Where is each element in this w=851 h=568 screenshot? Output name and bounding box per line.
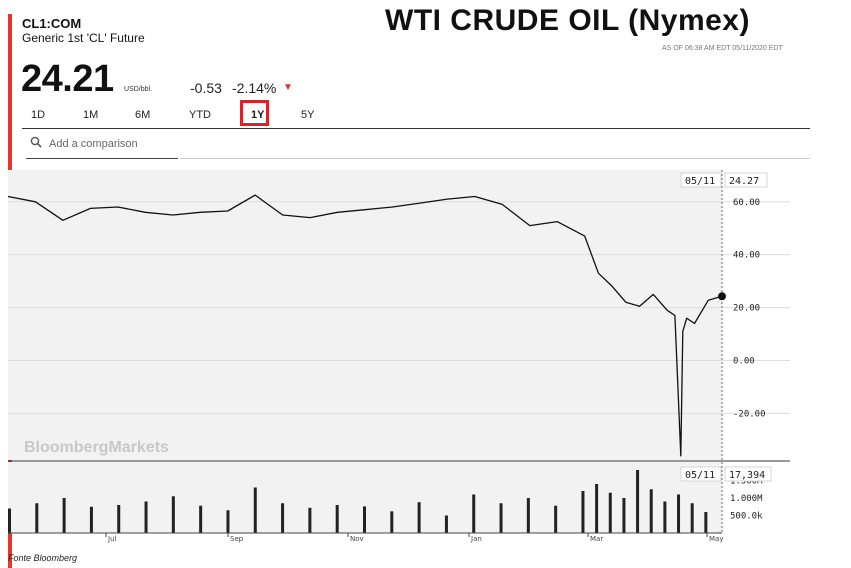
price-cursor-date-box xyxy=(680,172,722,188)
volume-bar xyxy=(581,491,585,533)
volume-bar xyxy=(171,496,175,533)
price-change: -0.53 xyxy=(190,80,222,96)
search-icon xyxy=(30,136,42,148)
volume-bar xyxy=(704,512,708,533)
x-tick-label: Jul xyxy=(107,535,117,543)
as-of-timestamp: AS OF 06:38 AM EDT 05/11/2020 EDT xyxy=(662,45,783,52)
price-cursor-date: 05/11 xyxy=(685,176,715,187)
tab-1m[interactable]: 1M xyxy=(83,109,99,121)
x-tick-label: May xyxy=(709,535,723,543)
comparison-search[interactable]: Add a comparison xyxy=(26,134,178,159)
price-chart: 60.00 40.00 20.00 0.00 -20.00 05/11 24.27 1.500… xyxy=(7,170,790,543)
volume-cursor-date: 05/11 xyxy=(685,470,715,481)
price-last-value: 24.27 xyxy=(729,176,759,187)
volume-bar xyxy=(472,494,476,533)
volume-bar xyxy=(417,502,421,533)
volume-bar xyxy=(35,503,39,533)
volume-tick-label: 500.0k xyxy=(730,512,763,522)
x-tick-label: Nov xyxy=(350,535,364,543)
volume-tick-label: 1.500M xyxy=(730,477,763,487)
tab-1y[interactable]: 1Y xyxy=(251,109,265,121)
tab-ytd[interactable]: YTD xyxy=(189,109,211,121)
volume-bar xyxy=(554,505,558,533)
future-name: Generic 1st 'CL' Future xyxy=(22,31,145,45)
price-tick-label: 40.00 xyxy=(733,251,760,261)
bloomberg-watermark: BloombergMarkets xyxy=(24,439,169,456)
x-tick-label: Mar xyxy=(590,535,603,543)
volume-bar xyxy=(89,506,93,533)
volume-bar xyxy=(62,498,66,533)
volume-bar xyxy=(649,489,653,533)
volume-bar xyxy=(8,508,11,533)
last-price: 24.21 xyxy=(21,58,114,100)
price-change-percent: -2.14% xyxy=(232,80,277,96)
volume-last-value: 17,394 xyxy=(729,470,765,481)
volume-bar xyxy=(690,503,694,533)
volume-bar xyxy=(117,505,121,533)
volume-bar xyxy=(308,507,312,533)
volume-bar xyxy=(595,484,599,533)
price-tick-label: 20.00 xyxy=(733,304,760,314)
price-tick-label: -20.00 xyxy=(733,409,766,419)
volume-bar xyxy=(499,503,503,533)
tab-5y[interactable]: 5Y xyxy=(301,109,315,121)
tab-6m[interactable]: 6M xyxy=(135,109,151,121)
last-value-marker xyxy=(718,292,726,301)
active-range-highlight xyxy=(240,100,269,126)
price-tick-label: 60.00 xyxy=(733,198,760,208)
price-plot-area xyxy=(8,170,722,460)
range-tabs: 1D 1M 6M YTD 1Y 5Y xyxy=(22,106,810,129)
price-series-line xyxy=(7,194,723,457)
volume-bar xyxy=(444,515,448,533)
volume-tick-label: 1.000M xyxy=(730,494,763,504)
volume-bar xyxy=(363,506,366,533)
volume-bar xyxy=(226,510,230,533)
volume-bar xyxy=(526,498,530,533)
volume-bar xyxy=(636,470,640,533)
volume-bar xyxy=(390,511,394,533)
volume-bar xyxy=(622,498,626,533)
price-tick-label: 0.00 xyxy=(733,357,755,367)
volume-bar xyxy=(663,501,667,533)
x-tick-label: Sep xyxy=(230,535,244,543)
volume-bar xyxy=(677,494,681,533)
tab-1d[interactable]: 1D xyxy=(31,109,46,121)
volume-last-value-box xyxy=(724,466,772,482)
volume-bar xyxy=(335,505,339,533)
price-unit: USD/bbl. xyxy=(124,86,153,93)
page-title: WTI CRUDE OIL (Nymex) xyxy=(385,4,750,37)
volume-cursor-date-box xyxy=(680,466,722,482)
comparison-input[interactable]: Add a comparison xyxy=(49,138,138,150)
ticker-symbol: CL1:COM xyxy=(22,16,82,31)
price-last-value-box xyxy=(724,172,768,188)
x-tick-label: Jan xyxy=(470,535,482,543)
volume-bar xyxy=(281,503,285,533)
volume-bar xyxy=(199,505,203,533)
triangle-down-icon: ▼ xyxy=(283,82,293,93)
volume-bar xyxy=(144,501,148,533)
volume-bar xyxy=(608,492,612,533)
source-note: Fonte Bloomberg xyxy=(8,553,78,563)
volume-bar xyxy=(253,487,257,533)
divider xyxy=(180,158,810,159)
